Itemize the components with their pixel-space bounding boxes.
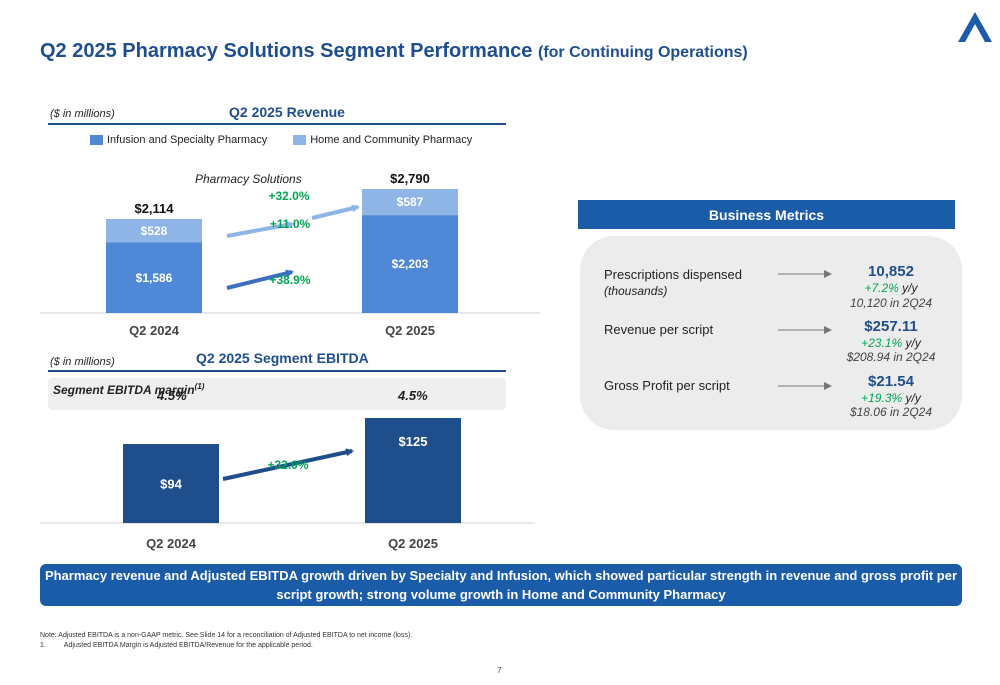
metric-value-gross-profit: $21.54 (868, 373, 914, 390)
metric-prior-prescriptions: 10,120 in 2Q24 (849, 296, 933, 310)
metric-growth-revenue: +23.1% y/y (826, 336, 956, 350)
page-title-suffix: (for Continuing Operations) (537, 44, 748, 61)
home-growth-arrow-icon (226, 221, 294, 238)
revenue-title-rule (48, 123, 506, 125)
margin-band (48, 378, 506, 410)
margin-footnote-ref: (1) (194, 382, 205, 391)
metric-arrow-icon-revenue (778, 326, 832, 334)
page-title-main: Q2 2025 Pharmacy Solutions Segment Perfo… (40, 40, 533, 62)
metric-growth-prescriptions: +7.2% y/y (826, 281, 956, 295)
company-logo-icon (958, 12, 992, 42)
revenue-total-label-q2-2025: $2,790 (390, 171, 430, 186)
metric-growth-gross-profit: +19.3% y/y (826, 391, 956, 405)
metric-label-prescriptions: Prescriptions dispensed (thousands) (604, 267, 742, 299)
legend-item-infusion: Infusion and Specialty Pharmacy (90, 134, 267, 146)
ebitda-bar-q2-2025 (365, 418, 461, 523)
total-growth-arrow-icon (311, 204, 360, 220)
metric-value-prescriptions: 10,852 (868, 263, 914, 280)
ebitda-category-label-q2-2025: Q2 2025 (388, 536, 438, 551)
metric-growth-pct-prescriptions: +7.2% (864, 281, 899, 295)
summary-banner: Pharmacy revenue and Adjusted EBITDA gro… (40, 564, 962, 606)
legend-swatch-infusion (90, 135, 103, 145)
revenue-bar-label-infusion-and-specialty-pharmacy-q2-2025: $2,203 (392, 257, 429, 271)
legend-label-home: Home and Community Pharmacy (310, 134, 473, 146)
legend-label-infusion: Infusion and Specialty Pharmacy (107, 134, 268, 146)
infusion-growth-arrow-icon (226, 269, 294, 290)
margin-value-q2-2025: 4.5% (398, 388, 428, 403)
infusion-growth-label: +38.9% (269, 273, 310, 287)
ebitda-chart-title: Q2 2025 Segment EBITDA (196, 350, 369, 366)
business-metrics-header: Business Metrics (578, 200, 955, 229)
metric-yy-gross-profit: y/y (905, 391, 921, 405)
metric-arrow-icon-prescriptions (778, 270, 832, 278)
revenue-bar-label-home-and-community-pharmacy-q2-2024: $528 (141, 224, 168, 238)
margin-label: Segment EBITDA margin(1) (53, 380, 204, 397)
metric-prior-gross-profit: $18.06 in 2Q24 (849, 405, 933, 419)
ebitda-category-label-q2-2024: Q2 2024 (146, 536, 197, 551)
ebitda-bar-label-q2-2024: $94 (160, 477, 182, 492)
ebitda-bar-label-q2-2025: $125 (399, 434, 428, 449)
revenue-legend: Infusion and Specialty Pharmacy Home and… (90, 134, 472, 146)
legend-item-home: Home and Community Pharmacy (293, 134, 472, 146)
ebitda-title-rule (48, 370, 506, 372)
revenue-chart: Pharmacy Solutions +32.0% +11.0% +38.9% … (40, 171, 540, 338)
revenue-units-note: ($ in millions) (50, 108, 115, 120)
metric-label-revenue-text: Revenue per script (604, 322, 714, 337)
metric-value-revenue: $257.11 (864, 318, 918, 335)
metric-label-gross-profit-text: Gross Profit per script (604, 378, 730, 393)
footnote-1-text: Adjusted EBITDA Margin is Adjusted EBITD… (63, 642, 313, 649)
revenue-category-label-q2-2025: Q2 2025 (385, 323, 435, 338)
footnote-note: Note: Adjusted EBITDA is a non-GAAP metr… (40, 632, 413, 639)
revenue-bar-home-and-community-pharmacy-q2-2024 (106, 219, 202, 243)
metric-growth-pct-revenue: +23.1% (861, 336, 903, 350)
revenue-bar-infusion-and-specialty-pharmacy-q2-2024 (106, 242, 202, 313)
ebitda-bar-q2-2024 (123, 444, 219, 523)
metric-arrow-icon-gross-profit (778, 382, 832, 390)
footnote-1: 1. Adjusted EBITDA Margin is Adjusted EB… (40, 642, 313, 649)
revenue-category-label-q2-2024: Q2 2024 (129, 323, 180, 338)
revenue-bar-label-infusion-and-specialty-pharmacy-q2-2024: $1,586 (136, 271, 173, 285)
legend-swatch-home (293, 135, 307, 145)
revenue-chart-title: Q2 2025 Revenue (229, 104, 345, 120)
footnote-1-number: 1. (40, 642, 46, 649)
metric-label-revenue: Revenue per script (604, 322, 713, 338)
metric-label-gross-profit: Gross Profit per script (604, 378, 730, 394)
home-growth-label: +11.0% (270, 217, 311, 231)
page-title: Q2 2025 Pharmacy Solutions Segment Perfo… (40, 40, 748, 63)
metric-label-prescriptions-text: Prescriptions dispensed (604, 267, 743, 282)
total-growth-caption: Pharmacy Solutions (195, 172, 302, 186)
revenue-bar-label-home-and-community-pharmacy-q2-2025: $587 (397, 195, 424, 209)
ebitda-growth-arrow-icon (222, 448, 354, 481)
business-metrics-panel (580, 236, 962, 430)
page-number: 7 (497, 666, 502, 675)
revenue-bar-infusion-and-specialty-pharmacy-q2-2025 (362, 215, 458, 313)
ebitda-units-note: ($ in millions) (50, 356, 115, 368)
margin-value-q2-2024: 4.5% (157, 388, 187, 403)
revenue-total-label-q2-2024: $2,114 (134, 201, 174, 216)
ebitda-chart: +32.0% $94 Q2 2024 $125 Q2 2025 (40, 418, 535, 551)
total-growth-label: +32.0% (268, 189, 309, 203)
revenue-bar-home-and-community-pharmacy-q2-2025 (362, 189, 458, 216)
metric-prior-revenue: $208.94 in 2Q24 (846, 350, 936, 364)
margin-label-text: Segment EBITDA margin (53, 383, 195, 397)
metric-yy-revenue: y/y (905, 336, 921, 350)
metric-yy-prescriptions: y/y (902, 281, 918, 295)
ebitda-growth-label: +32.0% (267, 458, 308, 472)
metric-note-prescriptions: (thousands) (604, 284, 668, 298)
metric-growth-pct-gross-profit: +19.3% (861, 391, 903, 405)
